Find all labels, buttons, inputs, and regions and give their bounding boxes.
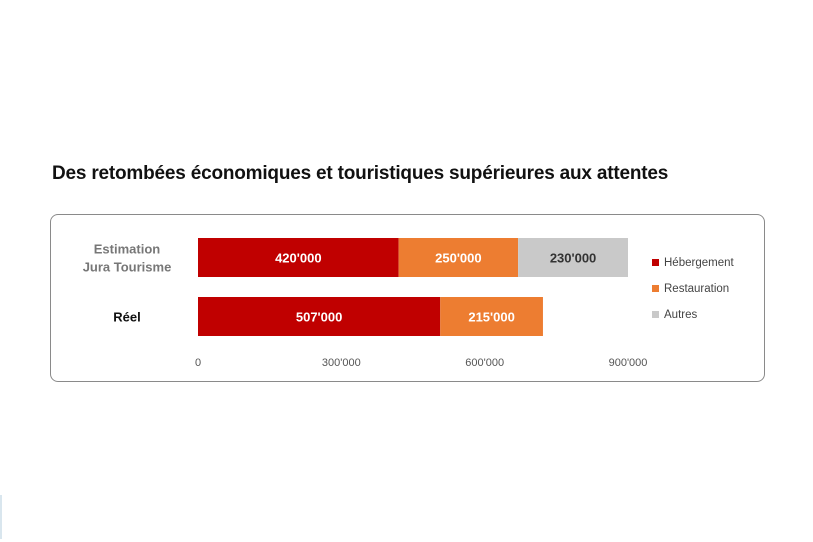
category-label: Jura Tourisme xyxy=(83,260,172,275)
legend-label: Autres xyxy=(664,309,697,321)
data-label: 230'000 xyxy=(550,251,596,266)
x-tick-label: 0 xyxy=(195,357,201,369)
bar-segment xyxy=(440,297,543,336)
bar-segment xyxy=(198,297,441,336)
edge-mark xyxy=(0,495,2,539)
category-label: Réel xyxy=(113,310,140,325)
category-label: Estimation xyxy=(94,242,161,257)
chart-title: Des retombées économiques et touristique… xyxy=(52,163,669,184)
x-tick-label: 900'000 xyxy=(609,357,648,369)
data-label: 420'000 xyxy=(275,251,321,266)
data-label: 250'000 xyxy=(435,251,481,266)
legend-label: Restauration xyxy=(664,283,729,295)
legend-label: Hébergement xyxy=(664,257,734,269)
chart-panel xyxy=(50,214,765,382)
bar-segment xyxy=(398,238,519,277)
data-label: 215'000 xyxy=(468,310,514,325)
legend-swatch xyxy=(652,311,659,318)
legend-swatch xyxy=(652,285,659,292)
data-label: 507'000 xyxy=(296,310,342,325)
bar-segment xyxy=(198,238,399,277)
bar-segment xyxy=(518,238,628,277)
legend-swatch xyxy=(652,259,659,266)
x-tick-label: 600'000 xyxy=(465,357,504,369)
x-tick-label: 300'000 xyxy=(322,357,361,369)
